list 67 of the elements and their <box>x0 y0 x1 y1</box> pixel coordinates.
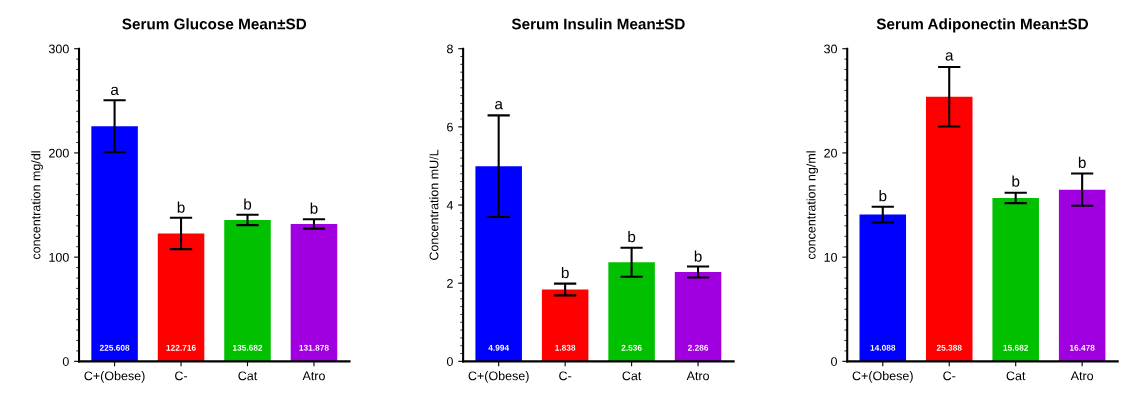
y-tick-label: 2 <box>447 278 453 288</box>
y-tick-label: 0 <box>831 357 838 366</box>
data-label: 15.682 <box>1003 344 1029 351</box>
x-tick-label: C+(Obese) <box>852 371 913 383</box>
annotation: a <box>945 52 954 61</box>
x-tick-label: C- <box>559 371 572 381</box>
bar <box>608 262 655 362</box>
annotation: a <box>495 100 503 110</box>
y-axis-title: concentration ng/ml <box>806 151 819 260</box>
y-tick-label: 300 <box>48 44 69 54</box>
bar <box>224 219 271 362</box>
bar <box>290 223 338 362</box>
bar <box>91 126 138 362</box>
data-label: 14.088 <box>870 344 896 351</box>
x-tick-label: C- <box>175 371 188 381</box>
bar <box>475 166 522 362</box>
data-label: 122.716 <box>166 344 196 351</box>
data-label: 2.286 <box>687 344 709 351</box>
annotation: b <box>177 201 185 213</box>
y-tick-label: 8 <box>446 44 453 54</box>
y-tick-label: 100 <box>49 252 69 262</box>
annotation: b <box>1012 175 1020 187</box>
data-label: 1.838 <box>555 344 576 351</box>
x-tick-label: Atro <box>1070 371 1094 381</box>
y-tick-label: 6 <box>447 122 453 132</box>
chart-title: Serum Glucose Mean±SD <box>122 18 307 30</box>
x-tick-label: Atro <box>302 371 325 381</box>
data-label: 131.878 <box>299 344 329 351</box>
bar <box>1058 189 1106 362</box>
data-label: 16.478 <box>1069 344 1095 351</box>
x-tick-label: C+(Obese) <box>84 371 145 383</box>
data-label: 2.536 <box>621 344 642 351</box>
y-tick-label: 30 <box>824 44 838 54</box>
annotation: b <box>1078 156 1086 168</box>
y-tick-label: 20 <box>824 148 838 158</box>
data-label: 25.388 <box>936 344 962 351</box>
bar <box>992 197 1039 362</box>
y-axis-title: Concentration mU/L <box>429 149 439 260</box>
x-tick-label: Cat <box>238 371 258 381</box>
chart-title: Serum Adiponectin Mean±SD <box>876 18 1089 33</box>
annotation: b <box>628 231 636 243</box>
x-tick-label: Cat <box>622 371 642 381</box>
bar <box>859 214 907 362</box>
bar <box>541 289 589 362</box>
y-tick-label: 0 <box>62 357 69 366</box>
chart-title: Serum Insulin Mean±SD <box>511 18 685 30</box>
y-axis-title: concentration mg/dl <box>31 151 43 260</box>
y-tick-label: 10 <box>824 252 838 262</box>
x-tick-label: Cat <box>1006 371 1026 381</box>
bar <box>925 96 973 362</box>
bar <box>157 233 205 362</box>
annotation: b <box>694 250 702 262</box>
x-tick-label: C+(Obese) <box>468 371 529 383</box>
annotation: b <box>244 198 252 210</box>
annotation: b <box>561 266 569 279</box>
annotation: a <box>110 86 119 96</box>
y-tick-label: 200 <box>49 148 69 158</box>
annotation: b <box>310 202 318 214</box>
data-label: 135.682 <box>232 344 263 351</box>
x-tick-label: C- <box>943 371 956 381</box>
y-tick-label: 0 <box>446 357 453 366</box>
annotation: b <box>879 190 887 202</box>
y-tick-label: 4 <box>446 200 454 210</box>
x-tick-label: Atro <box>686 371 709 381</box>
data-label: 225.608 <box>99 344 130 351</box>
bar <box>674 272 722 362</box>
data-label: 4.994 <box>488 344 510 351</box>
